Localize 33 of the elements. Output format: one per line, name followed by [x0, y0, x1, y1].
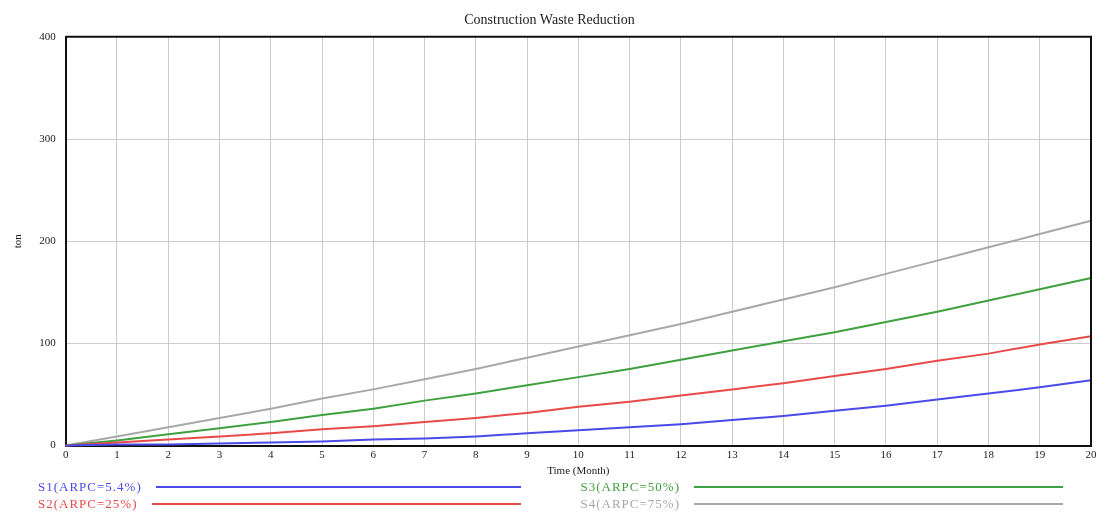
text: S4(ARPC=75%): [580, 495, 681, 512]
x-tick-label: 19: [1034, 448, 1046, 461]
text: S2(ARPC=25%): [38, 495, 138, 512]
x-tick-label: 16: [880, 448, 892, 461]
x-tick-label: 12: [675, 448, 687, 461]
x-tick-label: 4: [268, 448, 275, 461]
y-tick-label: 0: [50, 438, 57, 451]
x-tick-label: 5: [319, 448, 326, 461]
x-tick-label: 13: [726, 448, 739, 461]
x-tick-label: 20: [1085, 448, 1097, 461]
y-axis-title: ton: [11, 233, 24, 249]
x-tick-label: 15: [829, 448, 841, 461]
y-tick-label: 300: [39, 131, 57, 144]
x-tick-label: 1: [114, 448, 120, 461]
x-tick-label: 7: [421, 448, 428, 461]
x-tick-label: 3: [216, 448, 223, 461]
x-tick-label: 18: [982, 448, 995, 461]
text: S3(ARPC=50%): [580, 478, 681, 495]
x-tick-label: 6: [370, 448, 377, 461]
x-axis-title: Time (Month): [547, 464, 610, 478]
x-tick-label: 10: [572, 448, 585, 461]
x-tick-label: 0: [62, 448, 69, 461]
x-tick-label: 9: [524, 448, 531, 461]
y-tick-label: 100: [39, 336, 57, 349]
x-tick-label: 14: [777, 448, 790, 461]
y-tick-label: 200: [39, 234, 57, 247]
text: S1(ARPC=5.4%): [38, 478, 142, 495]
x-tick-label: 8: [473, 448, 480, 461]
x-tick-label: 17: [931, 448, 944, 461]
y-tick-label: 400: [39, 29, 57, 42]
x-tick-label: 11: [624, 448, 635, 461]
chart-title: Construction Waste Reduction: [464, 12, 635, 28]
x-tick-label: 2: [165, 448, 171, 461]
